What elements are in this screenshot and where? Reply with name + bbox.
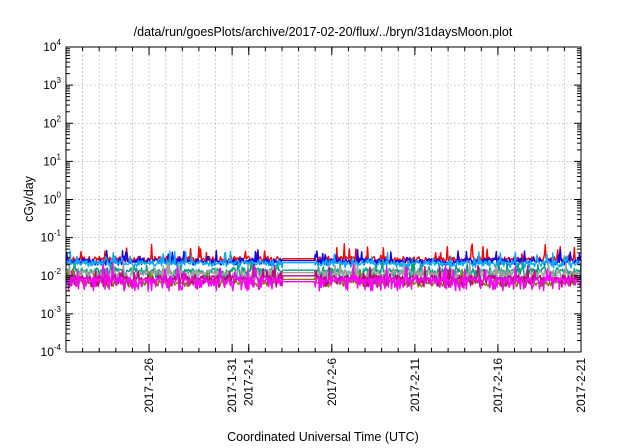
y-tick-label: 10-2 (41, 267, 62, 283)
y-tick-label: 103 (43, 76, 61, 92)
series-layer (65, 243, 582, 292)
y-tick-label: 10-1 (41, 229, 62, 245)
x-tick-label: 2017-2-11 (408, 358, 422, 412)
y-tick-label: 102 (43, 114, 61, 130)
y-tick-label: 10-4 (41, 343, 62, 359)
y-tick-label: 101 (43, 152, 61, 168)
grid (66, 47, 581, 352)
x-tick-label: 2017-2-16 (491, 358, 505, 413)
series-line (65, 263, 582, 292)
y-axis-label: cGy/day (22, 175, 36, 222)
axis-ticks (66, 46, 582, 353)
y-tick-label: 100 (43, 191, 61, 207)
x-tick-label: 2017-2-1 (242, 358, 256, 406)
x-tick-label: 2017-1-31 (225, 358, 239, 413)
x-axis-label: Coordinated Universal Time (UTC) (227, 430, 419, 444)
y-tick-label: 10-3 (41, 305, 62, 321)
y-tick-label: 104 (43, 38, 61, 54)
x-tick-label: 2017-1-26 (142, 358, 156, 413)
chart-title: /data/run/goesPlots/archive/2017-02-20/f… (134, 25, 513, 39)
y-tick-labels: 10-4 10-3 10-2 10-1 100 101 102 103 104 (41, 38, 62, 359)
x-tick-labels: 2017-1-26 2017-1-31 2017-2-1 2017-2-6 2017-2… (142, 358, 588, 413)
x-tick-label: 2017-2-6 (325, 358, 339, 406)
x-tick-label: 2017-2-21 (574, 358, 588, 413)
